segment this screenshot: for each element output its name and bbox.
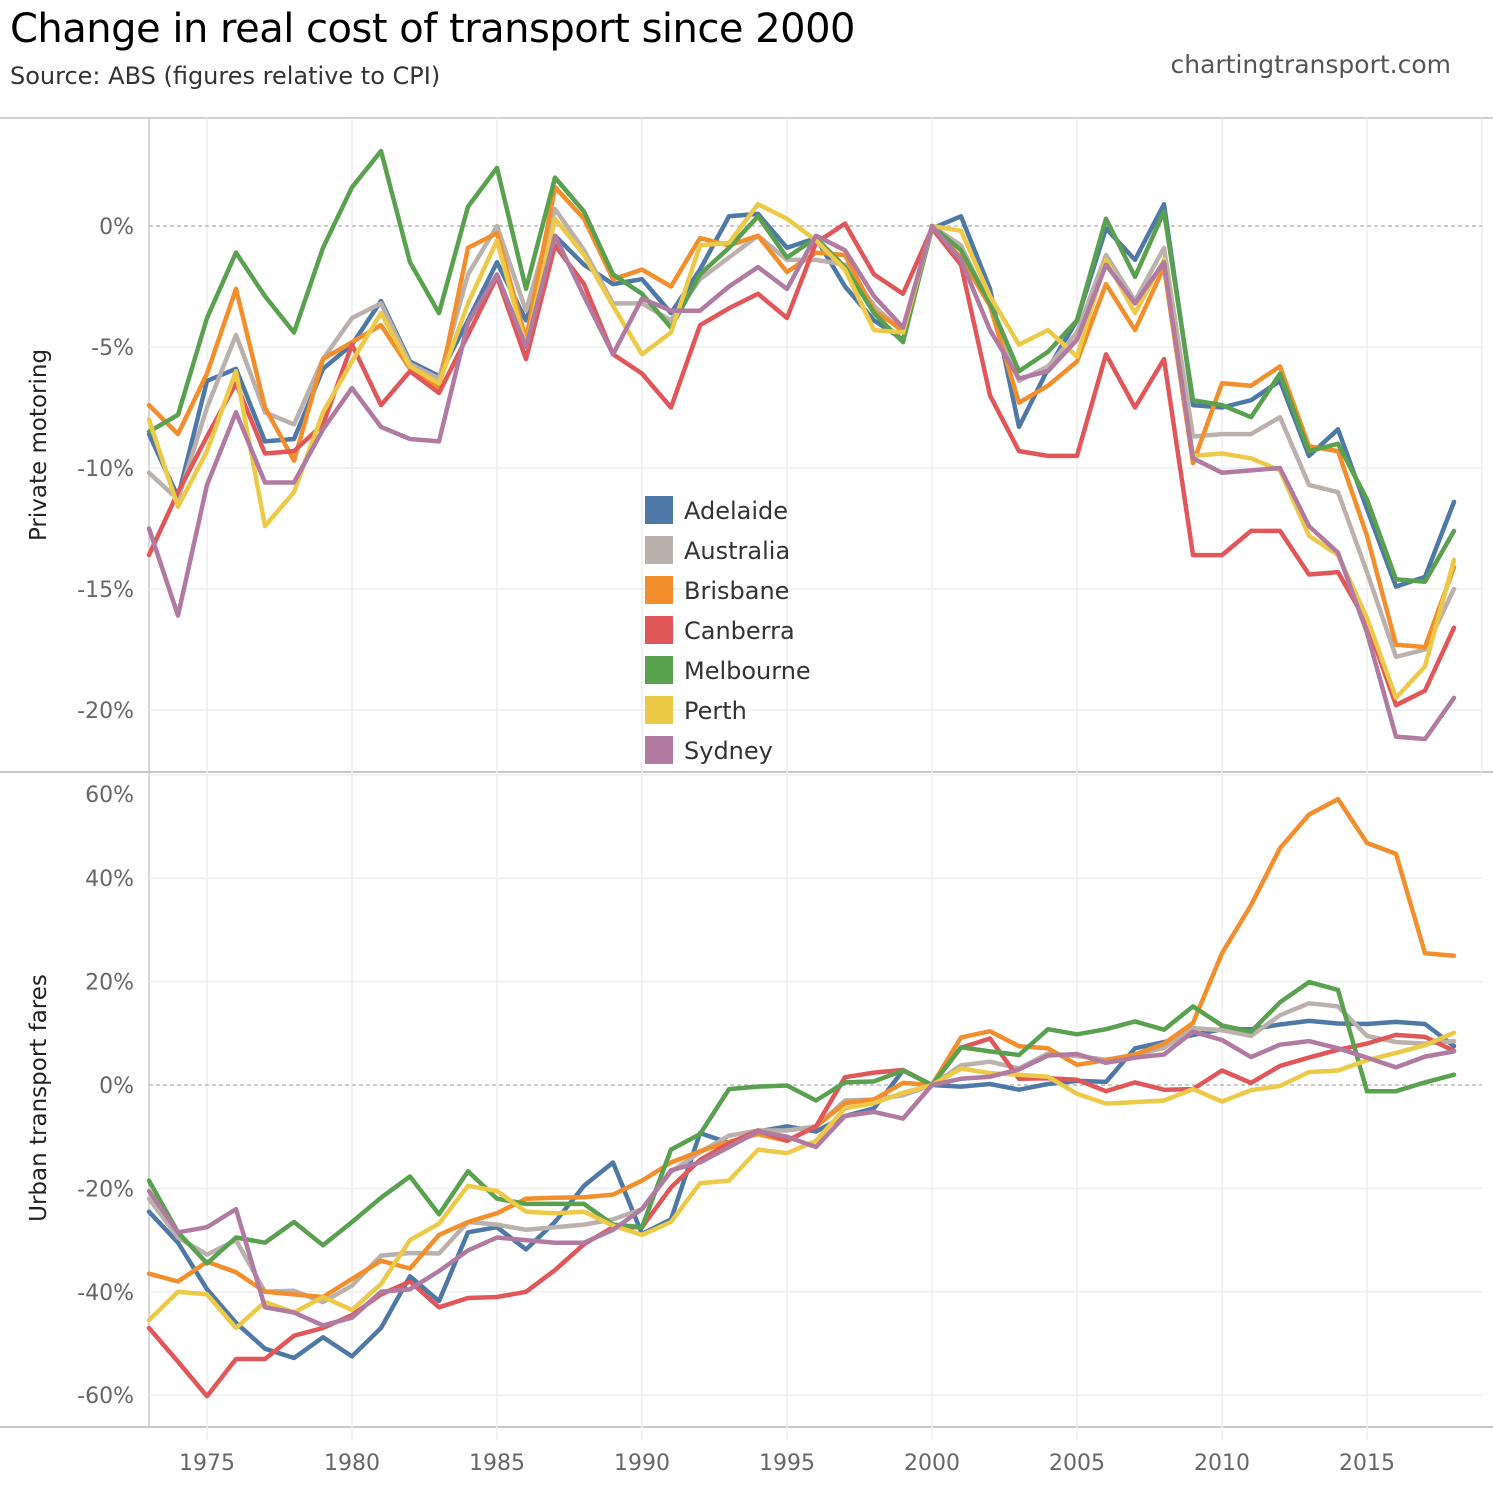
legend-swatch-canberra	[645, 616, 673, 644]
legend-label-brisbane: Brisbane	[684, 577, 789, 605]
y-tick-labels: 0% -5% -10% -15% -20% 60% 40% 20% 0% -20% -40% -60%	[77, 215, 134, 1409]
legend-swatch-perth	[645, 696, 673, 724]
series-line-adelaide	[146, 201, 1457, 589]
site-credit: chartingtransport.com	[1170, 50, 1451, 79]
y-tick-label: 40%	[85, 867, 134, 892]
x-tick-label: 2015	[1339, 1451, 1395, 1476]
series-line-melbourne	[146, 148, 1457, 584]
series-line-sydney	[146, 1029, 1457, 1328]
legend-label-melbourne: Melbourne	[684, 657, 811, 685]
x-tick-label: 1975	[179, 1451, 235, 1476]
x-tick-label: 2000	[904, 1451, 960, 1476]
y-tick-label: -5%	[91, 336, 134, 361]
legend-swatch-adelaide	[645, 496, 673, 524]
series-line-melbourne	[146, 979, 1457, 1266]
x-tick-label: 1980	[324, 1451, 380, 1476]
y-tick-label: 60%	[85, 783, 134, 808]
x-tick-label: 2010	[1194, 1451, 1250, 1476]
legend-label-canberra: Canberra	[684, 617, 795, 645]
series-line-brisbane	[146, 796, 1457, 1300]
panel-frames	[0, 117, 1493, 1428]
urban-fares-panel	[146, 796, 1457, 1399]
legend-label-sydney: Sydney	[684, 737, 773, 765]
legend-label-adelaide: Adelaide	[684, 497, 788, 525]
legend-swatch-sydney	[645, 736, 673, 764]
legend: Adelaide Australia Brisbane Canberra Melbour…	[645, 496, 811, 765]
y-tick-label: 0%	[99, 1074, 134, 1099]
y-tick-label: -10%	[77, 457, 134, 482]
y-tick-label: 20%	[85, 971, 134, 996]
private-motoring-panel	[146, 148, 1457, 742]
chart-subtitle: Source: ABS (figures relative to CPI)	[10, 62, 441, 90]
legend-label-australia: Australia	[684, 537, 790, 565]
y-tick-label: -60%	[77, 1384, 134, 1409]
y-tick-label: -40%	[77, 1281, 134, 1306]
legend-label-perth: Perth	[684, 697, 747, 725]
series-line-canberra	[146, 221, 1457, 708]
x-tick-label: 1990	[614, 1451, 670, 1476]
x-tick-label: 1995	[759, 1451, 815, 1476]
x-tick-label: 1985	[469, 1451, 525, 1476]
series-line-perth	[146, 201, 1457, 701]
y-axis-title-top: Private motoring	[26, 349, 52, 541]
y-tick-label: -20%	[77, 1177, 134, 1202]
series-line-sydney	[146, 223, 1457, 742]
chart-title: Change in real cost of transport since 2…	[10, 6, 855, 52]
x-tick-labels: 1975 1980 1985 1990 1995 2000 2005 2010 2015	[179, 1451, 1395, 1476]
legend-swatch-australia	[645, 536, 673, 564]
y-axis-title-bottom: Urban transport fares	[26, 974, 52, 1222]
series-line-perth	[146, 1030, 1457, 1331]
y-tick-label: -15%	[77, 578, 134, 603]
legend-swatch-melbourne	[645, 656, 673, 684]
y-tick-label: 0%	[99, 215, 134, 240]
series-line-brisbane	[146, 185, 1457, 650]
x-tick-label: 2005	[1049, 1451, 1105, 1476]
legend-swatch-brisbane	[645, 576, 673, 604]
gridlines	[149, 118, 1482, 1440]
zero-reference-lines	[149, 225, 1482, 1086]
y-tick-label: -20%	[77, 699, 134, 724]
series-line-australia	[146, 1001, 1457, 1305]
